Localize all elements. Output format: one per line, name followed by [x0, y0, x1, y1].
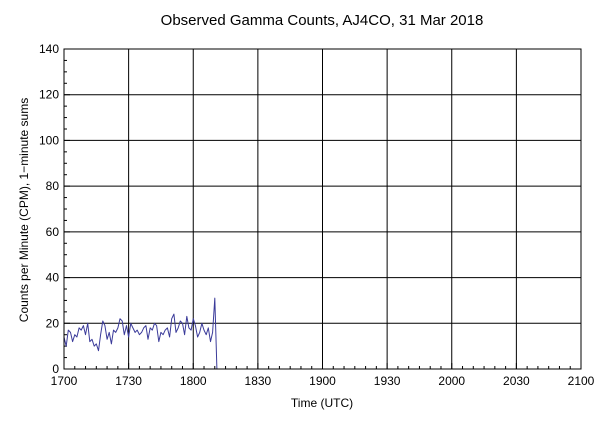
y-tick-label: 0: [52, 362, 59, 376]
y-tick-labels: 0 20 40 60 80 100 120 140: [39, 42, 59, 376]
x-tick-label: 1700: [51, 374, 78, 388]
x-tick-label: 1800: [180, 374, 207, 388]
x-axis-label: Time (UTC): [291, 396, 353, 410]
y-tick-label: 120: [39, 88, 59, 102]
chart-title: Observed Gamma Counts, AJ4CO, 31 Mar 201…: [161, 12, 484, 29]
series-group: [63, 297, 220, 370]
grid: [64, 49, 581, 369]
plot-frame: [63, 48, 582, 370]
x-tick-label: 1900: [309, 374, 336, 388]
y-tick-label: 40: [46, 271, 60, 285]
x-tick-label: 1730: [115, 374, 142, 388]
x-tick-label: 2030: [503, 374, 530, 388]
series-line: [63, 297, 220, 370]
x-tick-labels: 1700 1730 1800 1830 1900 1930 2000 2030 2100: [51, 374, 595, 388]
x-tick-label: 2000: [438, 374, 465, 388]
y-tick-label: 140: [39, 42, 59, 56]
x-tick-label: 1830: [245, 374, 272, 388]
y-axis-label: Counts per Minute (CPM), 1−minute sums: [17, 98, 31, 322]
y-tick-label: 20: [46, 316, 60, 330]
y-tick-label: 60: [46, 225, 60, 239]
y-tick-label: 100: [39, 133, 59, 147]
x-tick-label: 2100: [568, 374, 595, 388]
y-tick-label: 80: [46, 179, 60, 193]
x-tick-label: 1930: [374, 374, 401, 388]
